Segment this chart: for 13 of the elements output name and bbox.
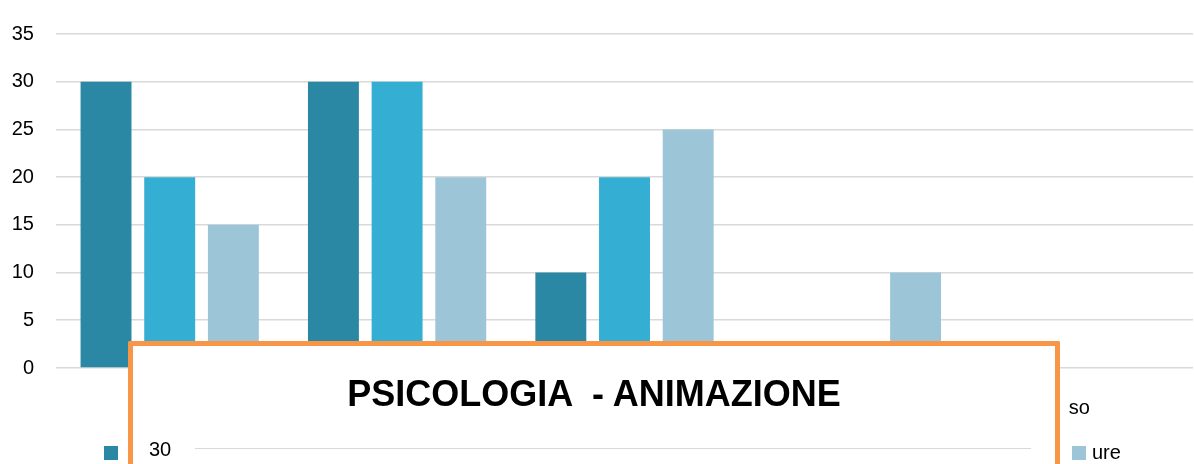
y-tick-label: 30 <box>11 69 34 92</box>
y-tick-label: 25 <box>11 116 34 139</box>
x-tick-label: so <box>1068 395 1090 418</box>
legend-label: ure <box>1092 440 1121 463</box>
y-tick-label: 15 <box>11 212 34 235</box>
y-tick-label: 20 <box>11 164 34 187</box>
bar <box>80 81 132 368</box>
y-tick-label: 10 <box>11 260 34 283</box>
text: PSICOLOGIA - ANIMAZIONE <box>347 373 841 414</box>
y-tick-label: 5 <box>22 307 34 330</box>
y-tick-label: 0 <box>22 355 34 378</box>
text: 30 <box>149 438 172 460</box>
y-tick-label: 35 <box>11 21 34 44</box>
